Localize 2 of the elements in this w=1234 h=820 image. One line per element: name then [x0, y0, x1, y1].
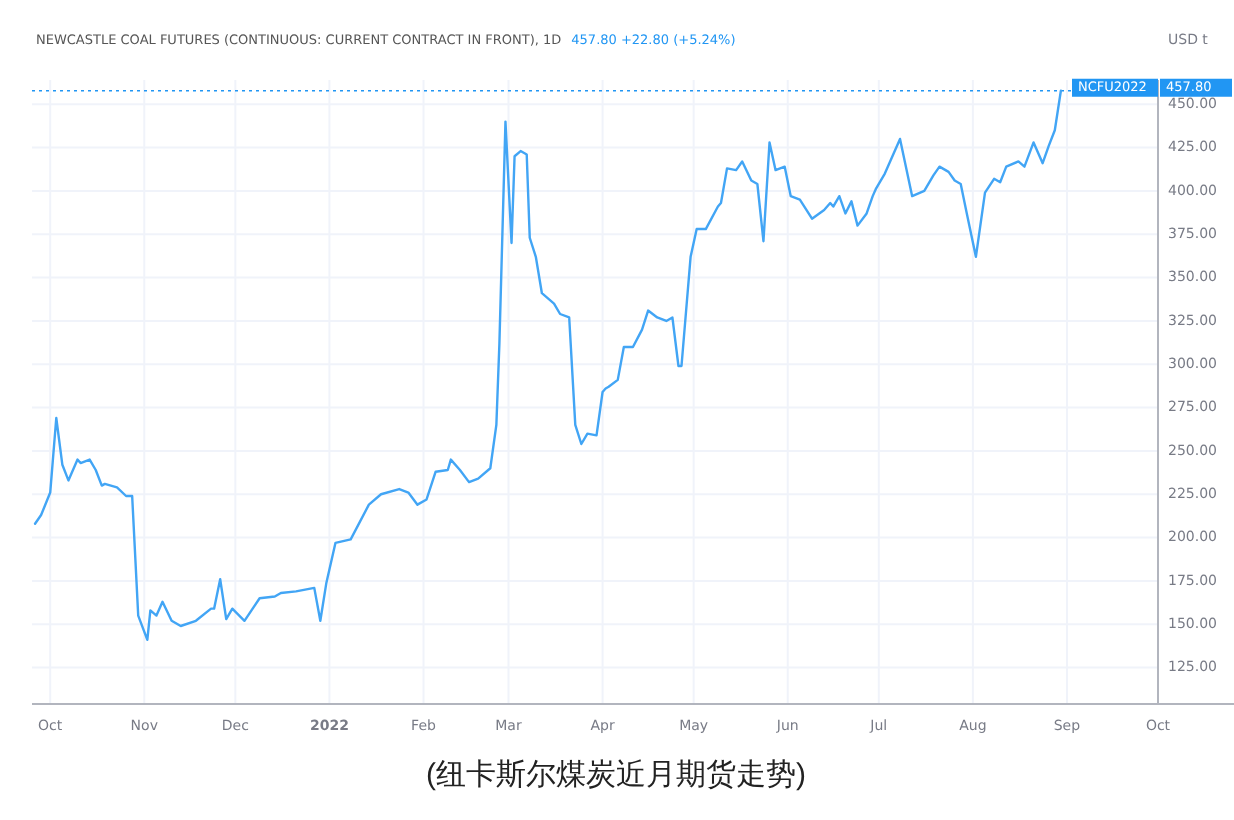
- line-series: [33, 89, 1063, 642]
- text: (纽卡斯尔煤炭近月期货走势): [426, 758, 806, 792]
